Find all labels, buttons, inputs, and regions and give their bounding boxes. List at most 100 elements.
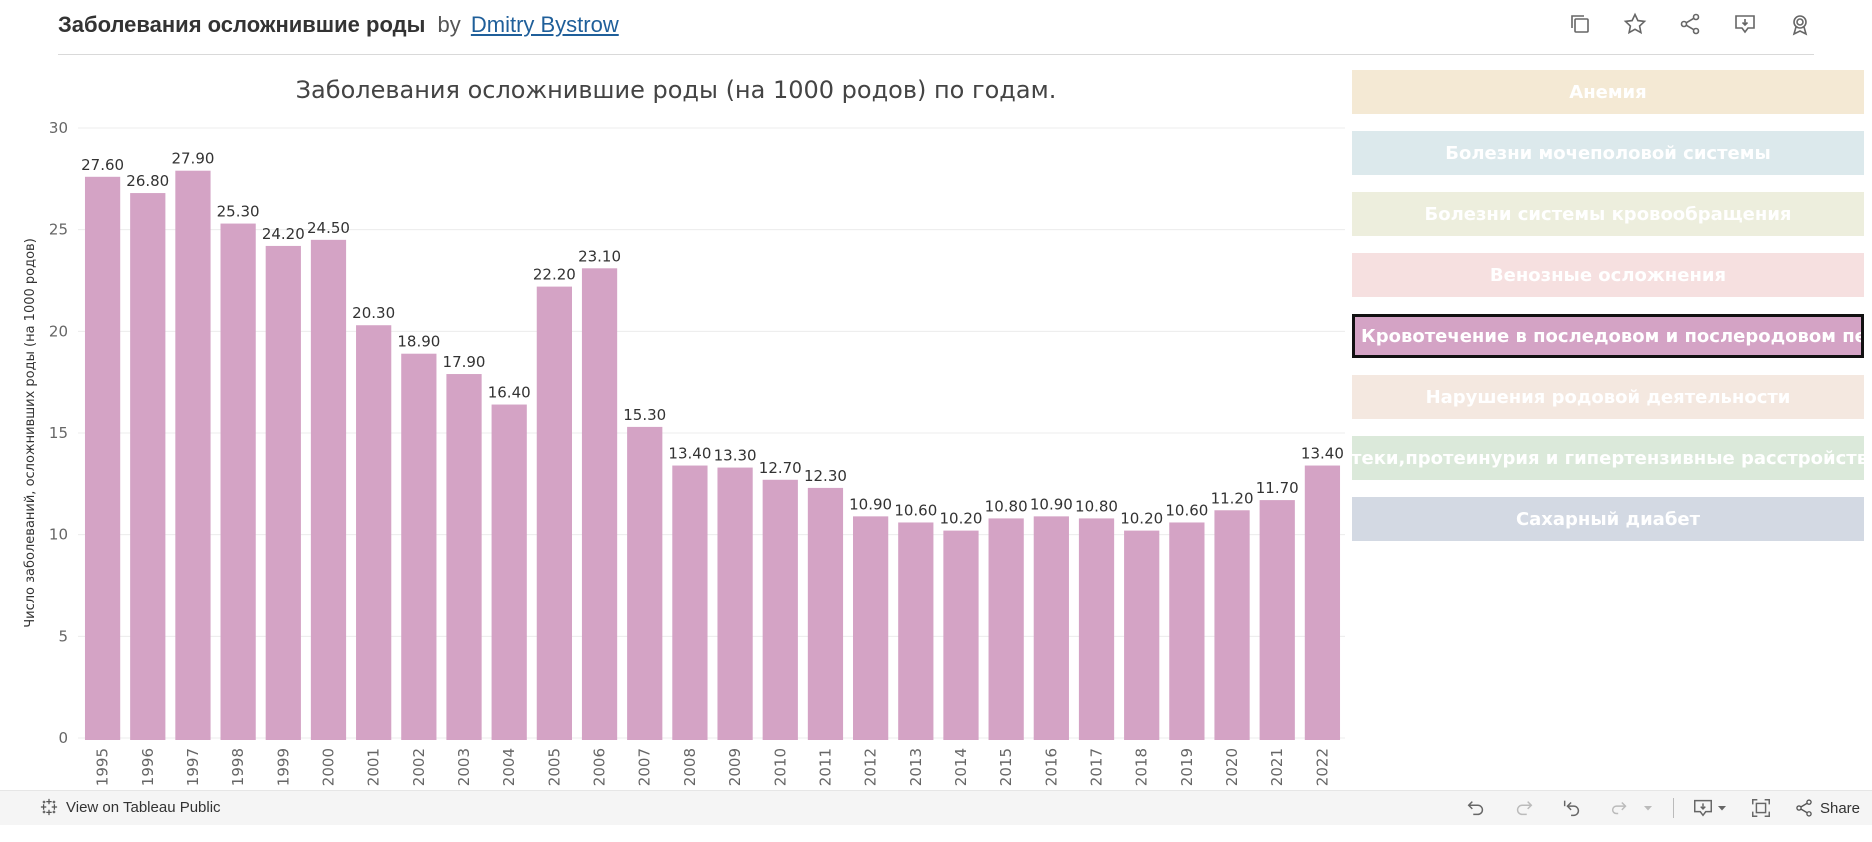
legend-item-diabetes[interactable]: Сахарный диабет [1352,497,1864,541]
bar-2013 [898,522,934,740]
viz-title: Заболевания осложнившие роды [58,12,426,37]
bar-2003 [446,374,482,740]
bar-1995 [84,176,121,741]
data-label: 18.90 [397,333,440,351]
share-button[interactable]: Share [1794,795,1860,821]
bar-2017 [1078,518,1115,740]
y-tick-label: 0 [58,729,68,747]
legend-item-venous[interactable]: Венозные осложнения [1352,253,1864,297]
x-tick-label: 2005 [545,748,563,786]
bar-2012 [853,516,889,740]
revert-icon[interactable] [1557,795,1587,821]
bar-2014 [943,530,979,740]
bar-1998 [220,223,256,741]
y-axis-title: Число заболеваний, осложнивших роды (на … [23,238,38,628]
data-label: 12.70 [759,459,802,477]
y-tick-label: 15 [49,424,68,442]
toolbar-actions: Share [1447,795,1860,821]
data-label: 27.60 [81,156,124,174]
by-label: by [437,12,461,37]
x-tick-label: 2001 [365,748,383,786]
y-tick-label: 25 [49,221,68,239]
data-label: 10.60 [1165,501,1208,519]
bar-2008 [672,465,708,740]
x-tick-label: 2009 [726,748,744,786]
bar-2015 [988,518,1024,740]
bar-2020 [1214,510,1250,740]
x-tick-label: 2008 [681,748,699,786]
x-tick-label: 2022 [1313,748,1331,786]
x-tick-label: 2020 [1223,748,1241,786]
legend-item-anemia[interactable]: Анемия [1352,70,1864,114]
data-label: 27.90 [171,150,214,168]
bar-1997 [175,170,211,740]
data-label: 10.60 [894,501,937,519]
data-label: 10.80 [1075,497,1118,515]
bar-2018 [1124,530,1160,740]
data-label: 16.40 [488,384,531,402]
data-label: 10.80 [985,497,1028,515]
author-link[interactable]: Dmitry Bystrow [470,12,619,37]
y-tick-label: 10 [49,526,68,544]
legend-item-circulatory[interactable]: Болезни системы кровообращения [1352,192,1864,236]
x-tick-label: 2019 [1178,748,1196,786]
download-icon[interactable] [1731,10,1759,38]
x-tick-label: 2007 [636,748,654,786]
share-label: Share [1819,799,1860,817]
x-tick-label: 2002 [410,748,428,786]
redo-icon[interactable] [1509,795,1539,821]
data-label: 11.20 [1211,489,1254,507]
x-tick-label: 2011 [816,748,834,786]
bar-2004 [491,404,527,740]
data-label: 25.30 [217,203,260,221]
x-tick-label: 2003 [455,748,473,786]
data-label: 24.50 [307,219,350,237]
data-label: 10.20 [1120,510,1163,528]
data-label: 10.90 [1030,495,1073,513]
bar-chart: 0 5 10 15 20 25 30 Число заболеваний, осложнивш… [23,119,1345,786]
bar-2007 [627,426,663,740]
bar-2011 [807,487,844,740]
data-label: 20.30 [352,304,395,322]
header-bar: Заболевания осложнившие роды by Dmitry B… [58,0,1814,55]
x-tick-label: 2015 [997,748,1015,786]
star-icon[interactable] [1621,10,1649,38]
data-label: 10.20 [940,510,983,528]
data-label: 13.30 [714,447,757,465]
legend-item-labor-disorders[interactable]: Нарушения родовой деятельности [1352,375,1864,419]
view-on-tableau-link[interactable]: View on Tableau Public [40,798,221,816]
x-tick-label: 2017 [1088,748,1106,786]
toolbar-separator [1672,798,1674,818]
data-label: 23.10 [578,247,621,265]
share-icon[interactable] [1676,10,1704,38]
refresh-icon[interactable] [1605,795,1635,821]
data-label: 22.20 [533,266,576,284]
undo-icon[interactable] [1461,795,1491,821]
data-label: 13.40 [668,445,711,463]
x-tick-label: 1999 [274,748,292,786]
bar-2002 [401,353,437,740]
data-label: 26.80 [126,172,169,190]
bar-2022 [1304,465,1341,740]
x-tick-label: 2006 [591,748,609,786]
bar-1996 [130,193,166,741]
chart-title: Заболевания осложнившие роды (на 1000 ро… [295,76,1057,104]
legend-item-edema-hypertension[interactable]: Отеки,протеинурия и гипертензивные расст… [1352,436,1864,480]
legend-item-genitourinary[interactable]: Болезни мочеполовой системы [1352,131,1864,175]
chevron-down-icon[interactable] [1641,795,1655,821]
legend-item-bleeding[interactable]: Кровотечение в последовом и послеродовом… [1352,314,1864,358]
fullscreen-icon[interactable] [1746,795,1776,821]
bar-2010 [762,479,798,740]
view-link-label: View on Tableau Public [66,798,221,816]
x-tick-label: 1996 [139,748,157,786]
copy-icon[interactable] [1566,10,1594,38]
data-label: 13.40 [1301,445,1344,463]
x-tick-label: 1997 [184,748,202,786]
badge-icon[interactable] [1786,10,1814,38]
download-menu-icon[interactable] [1692,795,1728,821]
x-tick-label: 2018 [1133,748,1151,786]
share-small-icon [1796,799,1812,817]
tableau-logo-icon [40,798,58,816]
bar-2001 [356,325,392,740]
y-tick-label: 20 [49,322,68,340]
